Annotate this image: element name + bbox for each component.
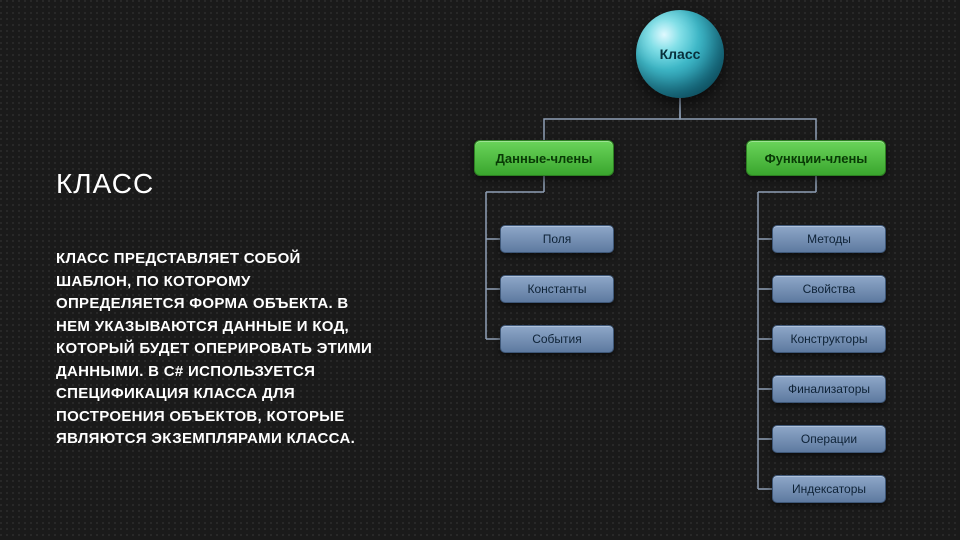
right-child-1: Свойства [772, 275, 886, 303]
right-child-3: Финализаторы [772, 375, 886, 403]
left-child-2: События [500, 325, 614, 353]
left-child-1: Константы [500, 275, 614, 303]
right-child-0: Методы [772, 225, 886, 253]
left-child-0: Поля [500, 225, 614, 253]
right-child-5: Индексаторы [772, 475, 886, 503]
class-diagram: Класс Данные-члены Функции-члены Поля Конста… [400, 0, 960, 540]
root-node: Класс [636, 10, 724, 98]
body-bold: КЛАСС [56, 250, 109, 267]
right-child-4: Операции [772, 425, 886, 453]
slide-title: КЛАСС [56, 168, 376, 200]
right-child-2: Конструкторы [772, 325, 886, 353]
body-rest: ПРЕДСТАВЛЯЕТ СОБОЙ ШАБЛОН, ПО КОТОРОМУ О… [56, 250, 372, 447]
green-right: Функции-члены [746, 140, 886, 176]
slide-body: КЛАСС ПРЕДСТАВЛЯЕТ СОБОЙ ШАБЛОН, ПО КОТО… [56, 248, 376, 451]
green-left: Данные-члены [474, 140, 614, 176]
